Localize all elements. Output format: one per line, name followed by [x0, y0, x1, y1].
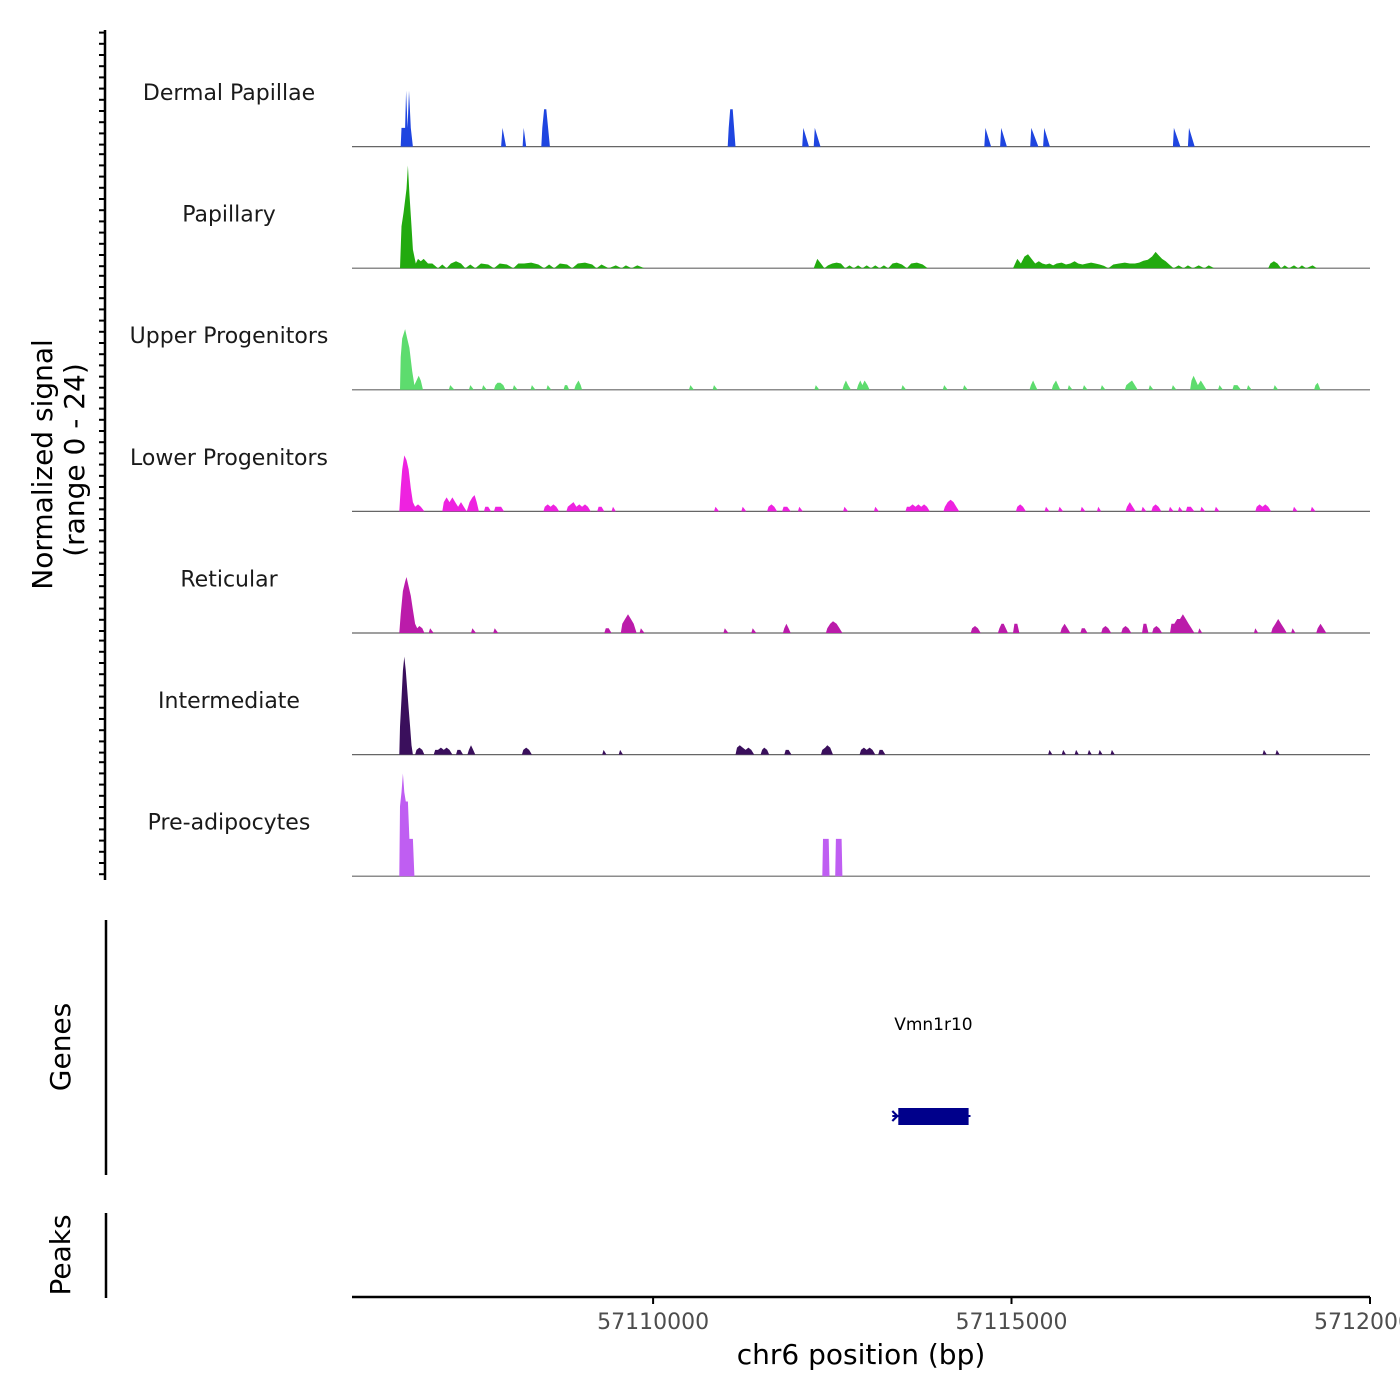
- track-label: Reticular: [180, 567, 278, 592]
- track-papillary: Papillary: [182, 165, 1370, 269]
- track-upper-progenitors: Upper Progenitors: [130, 324, 1370, 391]
- signal-y-axis-label-line1: Normalized signal: [26, 339, 59, 590]
- track-signal-area: [399, 455, 1316, 512]
- signal-y-axis-label-line2: (range 0 - 24): [58, 363, 91, 557]
- x-tick-label: 57115000: [956, 1310, 1068, 1335]
- x-tick-label: 57120000: [1314, 1310, 1400, 1335]
- gene-label: Vmn1r10: [894, 1015, 972, 1035]
- track-lower-progenitors: Lower Progenitors: [130, 446, 1370, 512]
- gene-exon-body: [898, 1108, 969, 1125]
- track-dermal-papillae: Dermal Papillae: [143, 81, 1370, 148]
- gene-vmn1r10: Vmn1r10: [891, 1015, 973, 1125]
- track-label: Papillary: [182, 203, 276, 228]
- track-signal-area: [400, 165, 1317, 269]
- track-pre-adipocytes: Pre-adipocytes: [148, 773, 1370, 877]
- gene-track: Vmn1r10: [891, 1015, 973, 1125]
- x-tick-label: 57110000: [597, 1310, 709, 1335]
- track-signal-area: [400, 329, 1321, 390]
- genes-panel-label: Genes: [44, 1003, 77, 1091]
- track-signal-area: [400, 90, 1195, 147]
- signal-y-axis-label: Normalized signal (range 0 - 24): [26, 330, 91, 589]
- track-signal-area: [399, 656, 1280, 755]
- signal-y-axis-ticks: [99, 31, 105, 876]
- track-signal-area: [399, 773, 843, 877]
- track-label: Intermediate: [158, 689, 300, 714]
- track-reticular: Reticular: [180, 567, 1370, 634]
- track-label: Pre-adipocytes: [148, 811, 311, 836]
- coverage-tracks: Dermal Papillae Papillary Upper Progenitor…: [130, 81, 1370, 877]
- track-intermediate: Intermediate: [158, 656, 1370, 756]
- track-label: Dermal Papillae: [143, 81, 315, 106]
- track-label: Lower Progenitors: [130, 446, 328, 471]
- x-axis-ticks: 57110000 57115000 57120000: [597, 1297, 1400, 1335]
- gene-strand-arrow: [891, 1110, 899, 1122]
- x-axis-title: chr6 position (bp): [737, 1338, 986, 1371]
- peaks-panel-label: Peaks: [44, 1214, 77, 1295]
- track-signal-area: [399, 577, 1327, 633]
- track-label: Upper Progenitors: [130, 324, 329, 349]
